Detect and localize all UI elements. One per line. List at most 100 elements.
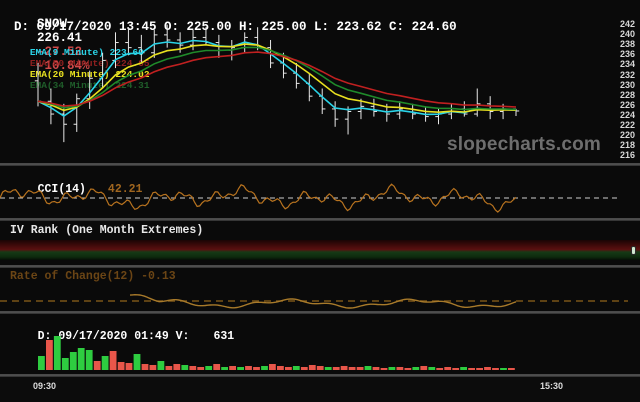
- price-axis: 242 240 238 236 234 232 230 228 226 224 222 220 218 2…: [604, 0, 638, 165]
- cci-line: [0, 183, 517, 213]
- iv-rank-marker: [631, 246, 636, 255]
- volume-bar: [452, 368, 460, 370]
- volume-bar: [428, 367, 436, 370]
- volume-bar: [69, 352, 77, 370]
- volume-bar: [269, 364, 276, 370]
- volume-bar: [356, 367, 364, 370]
- time-tick: 09:30: [33, 381, 57, 391]
- volume-bar: [484, 367, 491, 370]
- volume-bar: [85, 350, 93, 370]
- panel-divider-cci: [0, 163, 640, 166]
- roc-line: [129, 293, 517, 309]
- volume-bar: [213, 364, 221, 370]
- volume-bar: [53, 336, 61, 370]
- volume-bar: [77, 348, 85, 370]
- volume-bar: [476, 368, 483, 370]
- ohlc-bar: [163, 24, 171, 48]
- volume-bar: [117, 362, 125, 370]
- ohlc-bar: [73, 93, 80, 132]
- volume-bar: [340, 366, 348, 370]
- price-tick: 228: [619, 89, 635, 100]
- volume-bar: [468, 368, 475, 370]
- volume-bar: [197, 367, 205, 370]
- volume-bar: [364, 366, 372, 370]
- volume-bar: [253, 367, 260, 370]
- cci-name: CCI(14): [37, 183, 86, 196]
- volume-bar: [492, 368, 499, 370]
- cci-value: 42.21: [107, 183, 143, 196]
- volume-bar: [165, 366, 173, 370]
- price-tick: 232: [619, 69, 635, 80]
- ohlc-bar: [344, 106, 352, 135]
- price-tick: 224: [619, 109, 635, 120]
- time-axis: 09:30 15:30: [0, 377, 640, 402]
- quote-header: SNOW 226.41 -27.52 -10.84%: [7, 3, 90, 87]
- ema-legend-50[interactable]: EMA(50 Minute) 224.65: [29, 58, 150, 69]
- price-tick: 242: [619, 19, 635, 29]
- price-tick: 238: [619, 39, 635, 50]
- volume-plot[interactable]: [0, 334, 640, 374]
- symbol-ticker[interactable]: SNOW: [37, 17, 68, 31]
- panel-divider-timeaxis: [0, 374, 640, 377]
- ohlc-bar: [138, 34, 145, 63]
- price-tick: 218: [619, 140, 635, 151]
- volume-bar: [38, 356, 45, 370]
- ohlc-bar: [474, 88, 481, 117]
- volume-bar: [141, 364, 149, 370]
- price-tick: 222: [619, 120, 635, 130]
- panel-divider-ivrank: [0, 218, 640, 221]
- ema-legend-9[interactable]: EMA(9 Minute) 223.60: [29, 47, 144, 58]
- volume-bar: [181, 365, 189, 370]
- volume-bar: [205, 366, 213, 370]
- volume-bar: [500, 368, 507, 370]
- cci-plot[interactable]: [0, 178, 640, 218]
- volume-bar: [285, 367, 292, 370]
- ema-line: [37, 51, 517, 108]
- volume-bar: [149, 365, 157, 370]
- volume-bar: [261, 366, 268, 370]
- price-tick: 216: [619, 150, 635, 161]
- volume-bar: [324, 367, 332, 370]
- ema-line: [37, 39, 517, 117]
- volume-bar: [229, 366, 236, 370]
- volume-bar: [46, 340, 53, 370]
- iv-rank-band: [0, 240, 640, 260]
- ohlc-bar: [331, 101, 339, 127]
- watermark: slopecharts.com: [447, 134, 601, 155]
- ema-line: [37, 46, 517, 111]
- cci-label: CCI(14) 42.21: [10, 170, 143, 209]
- price-tick: 236: [619, 49, 635, 60]
- last-price: 226.41: [37, 31, 83, 45]
- roc-label: Rate of Change(12) -0.13: [10, 270, 176, 283]
- price-change: -27.52: [37, 45, 83, 59]
- volume-bar: [109, 351, 117, 370]
- price-chart-plot[interactable]: [0, 5, 640, 165]
- panel-divider-roc: [0, 265, 640, 268]
- volume-bar: [245, 366, 252, 370]
- price-tick: 220: [619, 130, 635, 141]
- volume-value: 631: [213, 330, 235, 343]
- volume-bar: [277, 366, 284, 370]
- roc-plot[interactable]: [0, 283, 640, 321]
- ohlc-bar: [125, 27, 132, 56]
- volume-bar: [388, 367, 396, 370]
- volume-bar: [332, 367, 340, 370]
- volume-bar: [61, 358, 69, 370]
- ohlc-bar: [99, 52, 106, 89]
- volume-bar: [444, 367, 452, 370]
- volume-bar: [412, 367, 420, 370]
- ohlc-bar: [357, 98, 365, 120]
- volume-bar: [125, 363, 133, 370]
- volume-bar: [157, 361, 165, 370]
- panel-divider-volume: [0, 311, 640, 314]
- price-tick: 240: [619, 29, 635, 40]
- volume-bar: [316, 366, 324, 370]
- ohlc-bar: [319, 88, 326, 115]
- volume-bar: [189, 366, 197, 370]
- ohlc-bar: [34, 62, 42, 107]
- price-tick: 230: [619, 79, 635, 90]
- volume-bar: [372, 367, 380, 370]
- volume-bar: [436, 368, 444, 370]
- price-change-percent: -10.84%: [37, 59, 90, 73]
